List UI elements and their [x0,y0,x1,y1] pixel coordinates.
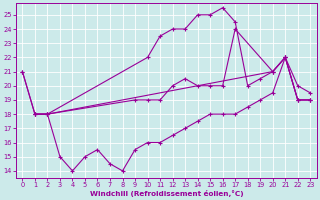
X-axis label: Windchill (Refroidissement éolien,°C): Windchill (Refroidissement éolien,°C) [90,190,243,197]
